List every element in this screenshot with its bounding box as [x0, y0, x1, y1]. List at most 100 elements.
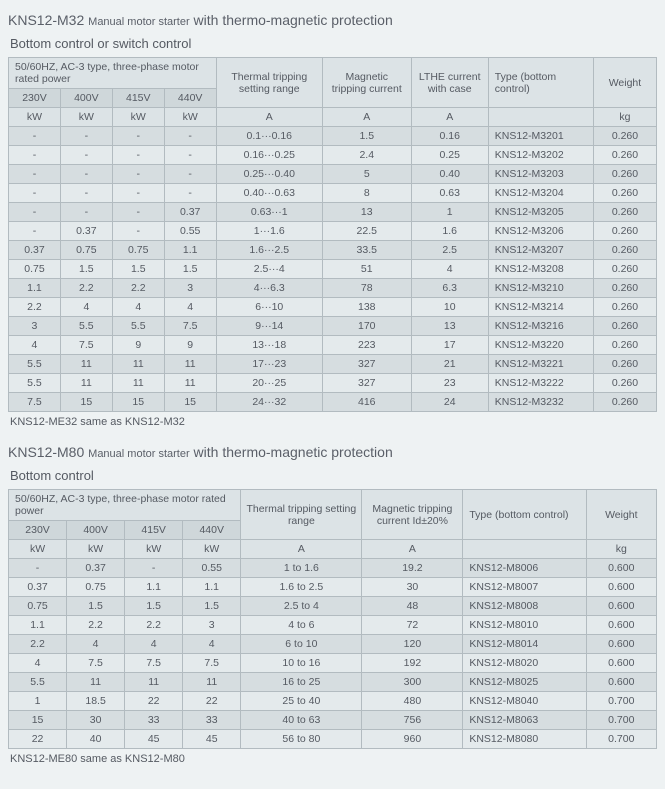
table-cell: - [112, 184, 164, 203]
table-row: -0.37-0.551 to 1.619.2KNS12-M80060.600 [9, 559, 657, 578]
table-cell: 6···10 [216, 298, 322, 317]
table-cell: KNS12-M8020 [463, 654, 586, 673]
table-cell: KNS12-M3204 [488, 184, 593, 203]
table-cell: KNS12-M3221 [488, 355, 593, 374]
table-cell: 0.260 [593, 260, 656, 279]
table-cell: 20···25 [216, 374, 322, 393]
table-row: 5.511111120···2532723KNS12-M32220.260 [9, 374, 657, 393]
table-cell: 11 [112, 355, 164, 374]
table-cell: 4 [67, 635, 125, 654]
table-row: 1530333340 to 63756KNS12-M80630.700 [9, 711, 657, 730]
table-cell: 24 [411, 393, 488, 412]
table-cell: 2.5 [411, 241, 488, 260]
table-cell: 0.700 [586, 730, 656, 749]
table-cell: - [60, 203, 112, 222]
table-cell: 0.600 [586, 559, 656, 578]
table-cell: 0.40 [411, 165, 488, 184]
table-cell: - [9, 127, 61, 146]
m80-unit-kw-2: kW [125, 540, 183, 559]
table-cell: 2.2 [112, 279, 164, 298]
table-cell: KNS12-M3210 [488, 279, 593, 298]
table-cell: 1.6 to 2.5 [241, 578, 362, 597]
table-cell: 2.2 [67, 616, 125, 635]
table-cell: 2.2 [125, 616, 183, 635]
m80-subtitle: Bottom control [10, 468, 657, 483]
table-row: 35.55.57.59···1417013KNS12-M32160.260 [9, 317, 657, 336]
table-cell: 13 [411, 317, 488, 336]
table-cell: 6.3 [411, 279, 488, 298]
table-cell: 300 [362, 673, 463, 692]
table-cell: 10 [411, 298, 488, 317]
table-cell: 120 [362, 635, 463, 654]
m80-unit-kw-3: kW [183, 540, 241, 559]
m32-col-magnetic: Magnetic tripping current [322, 58, 411, 108]
table-cell: 3 [9, 317, 61, 336]
table-row: 2.24446 to 10120KNS12-M80140.600 [9, 635, 657, 654]
table-cell: 0.37 [164, 203, 216, 222]
table-cell: 0.63···1 [216, 203, 322, 222]
table-cell: KNS12-M8040 [463, 692, 586, 711]
m32-note: KNS12-ME32 same as KNS12-M32 [10, 416, 657, 428]
table-cell: - [9, 165, 61, 184]
table-cell: 1 [9, 692, 67, 711]
table-cell: 22 [9, 730, 67, 749]
m32-power-header: 50/60HZ, AC-3 type, three-phase motor ra… [9, 58, 217, 89]
table-cell: 5.5 [60, 317, 112, 336]
table-cell: 8 [322, 184, 411, 203]
table-cell: KNS12-M3232 [488, 393, 593, 412]
table-cell: 0.25···0.40 [216, 165, 322, 184]
table-row: ----0.40···0.6380.63KNS12-M32040.260 [9, 184, 657, 203]
table-cell: 6 to 10 [241, 635, 362, 654]
m32-col-thermal: Thermal tripping setting range [216, 58, 322, 108]
table-cell: 1.5 [67, 597, 125, 616]
table-cell: 0.75 [9, 597, 67, 616]
table-cell: 0.37 [9, 241, 61, 260]
m32-unit-kw-3: kW [164, 108, 216, 127]
table-cell: 19.2 [362, 559, 463, 578]
m32-product-code: KNS12-M32 [8, 12, 84, 28]
m80-unit-kw-0: kW [9, 540, 67, 559]
table-cell: 0.600 [586, 635, 656, 654]
table-cell: - [9, 184, 61, 203]
table-cell: - [9, 146, 61, 165]
table-cell: 10 to 16 [241, 654, 362, 673]
table-cell: 0.700 [586, 711, 656, 730]
table-cell: 2.2 [60, 279, 112, 298]
m80-title: KNS12-M80 Manual motor starter with ther… [8, 444, 657, 460]
table-cell: 756 [362, 711, 463, 730]
m32-volt-2: 415V [112, 89, 164, 108]
table-cell: 33 [183, 711, 241, 730]
table-cell: 3 [164, 279, 216, 298]
table-cell: 0.75 [60, 241, 112, 260]
table-row: 0.751.51.51.52.5 to 448KNS12-M80080.600 [9, 597, 657, 616]
m32-volt-0: 230V [9, 89, 61, 108]
table-cell: 11 [60, 374, 112, 393]
table-row: 7.515151524···3241624KNS12-M32320.260 [9, 393, 657, 412]
table-cell: KNS12-M8025 [463, 673, 586, 692]
table-cell: 4···6.3 [216, 279, 322, 298]
table-cell: 15 [112, 393, 164, 412]
table-row: ----0.1···0.161.50.16KNS12-M32010.260 [9, 127, 657, 146]
table-cell: 78 [322, 279, 411, 298]
table-cell: KNS12-M3222 [488, 374, 593, 393]
m80-unit-a-0: A [241, 540, 362, 559]
table-cell: 1.1 [9, 279, 61, 298]
table-cell: KNS12-M3220 [488, 336, 593, 355]
table-cell: 11 [67, 673, 125, 692]
table-cell: 327 [322, 374, 411, 393]
table-cell: 3 [183, 616, 241, 635]
table-cell: 45 [183, 730, 241, 749]
table-row: 118.5222225 to 40480KNS12-M80400.700 [9, 692, 657, 711]
table-cell: 2.5 to 4 [241, 597, 362, 616]
m32-volt-1: 400V [60, 89, 112, 108]
table-cell: 0.260 [593, 298, 656, 317]
table-row: 0.370.751.11.11.6 to 2.530KNS12-M80070.6… [9, 578, 657, 597]
table-cell: 4 [164, 298, 216, 317]
table-cell: 15 [9, 711, 67, 730]
table-cell: 0.25 [411, 146, 488, 165]
table-cell: 0.260 [593, 393, 656, 412]
table-cell: 25 to 40 [241, 692, 362, 711]
table-cell: KNS12-M3201 [488, 127, 593, 146]
m32-volt-3: 440V [164, 89, 216, 108]
table-cell: 0.260 [593, 146, 656, 165]
